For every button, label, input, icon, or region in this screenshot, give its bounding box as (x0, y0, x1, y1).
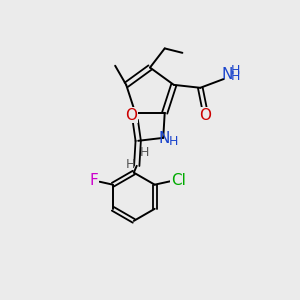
Text: H: H (169, 135, 178, 148)
Text: H: H (126, 158, 135, 171)
Text: S: S (123, 108, 134, 123)
Text: O: O (125, 108, 137, 123)
Text: H: H (231, 70, 240, 83)
Text: Cl: Cl (171, 173, 186, 188)
Text: H: H (230, 64, 240, 77)
Text: N: N (158, 131, 170, 146)
Text: O: O (200, 108, 211, 123)
Text: H: H (140, 146, 149, 159)
Text: F: F (90, 173, 99, 188)
Text: N: N (222, 67, 233, 82)
